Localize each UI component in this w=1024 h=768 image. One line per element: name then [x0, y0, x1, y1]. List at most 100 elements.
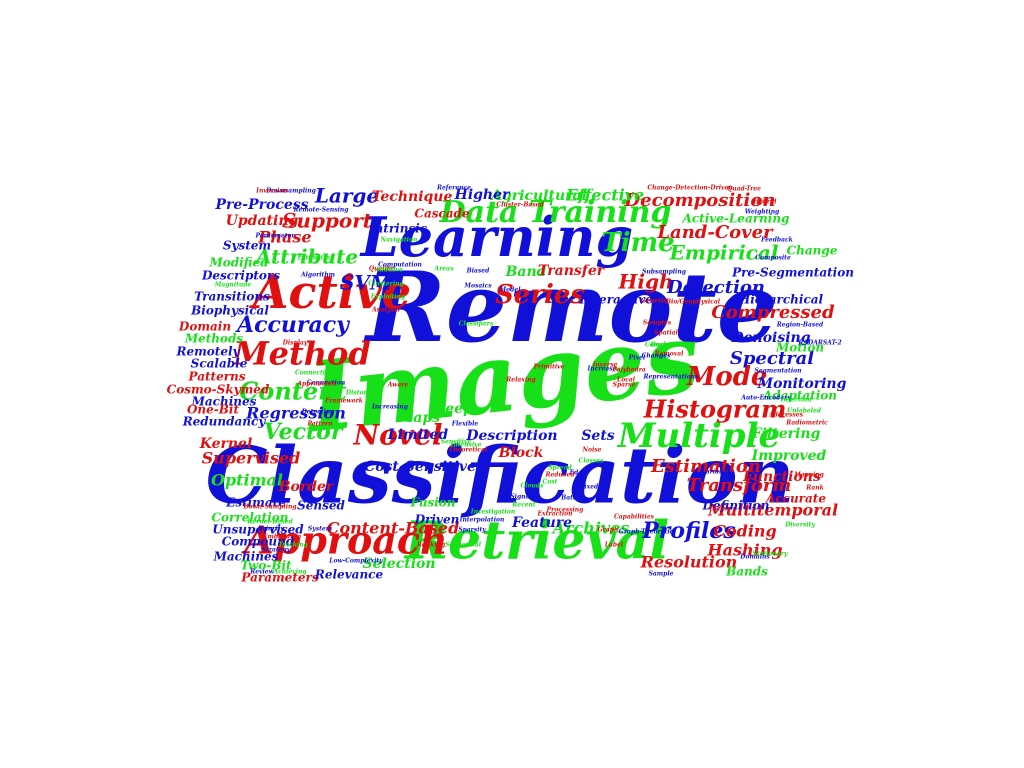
word-region-based: Region-Based — [776, 322, 824, 329]
word-domain: Domain — [178, 320, 231, 334]
word-diversity: Diversity — [784, 522, 815, 529]
word-interactive: Interactive — [578, 293, 653, 307]
word-profiles: Profiles — [641, 518, 736, 544]
word-multiple: Multiple — [617, 416, 780, 456]
word-aware: Aware — [387, 382, 409, 389]
word-driven: Driven — [414, 513, 460, 527]
word-polyhedra: Polyhedra — [611, 367, 646, 374]
word-pre-process: Pre-Process — [214, 197, 308, 213]
word-cascade: Cascade — [414, 207, 470, 221]
word-stationary: Stationary — [753, 551, 788, 558]
word-training: Training — [529, 195, 672, 230]
word-motion: Motion — [775, 341, 824, 355]
word-exploiting: Exploiting — [370, 294, 406, 301]
word-mode: Mode — [686, 362, 768, 392]
word-sequential: Sequential — [445, 542, 482, 549]
word-addresses: Addresses — [768, 412, 804, 419]
word-weighting: Weighting — [745, 209, 780, 216]
word-study: Study — [613, 367, 633, 374]
word-remote: Remote — [363, 251, 778, 364]
word-model: Model — [499, 287, 522, 294]
word-vector: Vector — [264, 419, 344, 445]
word-spectral: Spectral — [730, 348, 814, 369]
word-areas: Areas — [434, 266, 455, 273]
word-ranking: Ranking — [416, 542, 445, 549]
word-biased: Biased — [466, 268, 490, 275]
word-navigation: Navigation — [380, 237, 418, 244]
word-mixed: Mixed — [577, 484, 599, 491]
word-estimate: Estimate — [225, 496, 286, 510]
word-land-cover: Land-Cover — [656, 222, 774, 243]
word-transfer: Transfer — [538, 263, 606, 279]
word-graph-theoretic: Graph-Theoretic — [619, 529, 674, 536]
word-radiometric: Radiometric — [785, 420, 828, 427]
word-auto-encoders: Auto-Encoders — [740, 395, 791, 402]
word-correlation: Correlation — [212, 511, 289, 525]
word-estimation: Estimation — [650, 456, 761, 477]
word-intrinsic: Intrinsic — [368, 222, 428, 236]
word-parameters: Parameters — [240, 571, 318, 585]
word-mosaics: Mosaics — [463, 283, 492, 290]
word-functions: Functions — [742, 469, 821, 485]
word-spatial: Spatial — [654, 330, 678, 337]
word-band: Band — [505, 264, 547, 280]
word-supervised: Supervised — [202, 449, 301, 468]
word-hybrid: Hybrid — [753, 199, 778, 206]
word-regression: Regression — [245, 404, 346, 423]
word-decomposition: Decomposition — [624, 190, 776, 211]
word-system: System — [308, 526, 332, 533]
word-denoising: Denoising — [730, 330, 810, 346]
word-large: Large — [314, 184, 379, 208]
word-quality: Quality — [369, 266, 394, 273]
word-quad-tree: Quad-Tree — [727, 186, 761, 193]
word-definition: Definition — [702, 499, 770, 513]
word-time: Time — [601, 228, 674, 258]
word-classes: Classes — [579, 458, 605, 465]
word-algorithm: Algorithm — [300, 272, 335, 279]
word-label: Label — [604, 542, 624, 549]
word-changes: Changes — [642, 353, 671, 360]
word-representations: Representations — [643, 374, 700, 381]
word-histogram: Histogram — [643, 395, 787, 424]
word-sensitive: Sensitive — [441, 439, 472, 446]
word-unsupervised: Unsupervised — [212, 523, 304, 537]
word-spread: Spread — [548, 465, 572, 472]
word-one-bit: One-Bit — [187, 403, 239, 417]
word-noise: Noise — [582, 447, 602, 454]
word-edge: Edge — [569, 470, 587, 477]
word-approach: Approach — [241, 518, 447, 563]
word-novel: Novel — [353, 419, 443, 452]
word-feature: Feature — [511, 515, 572, 531]
word-graph: Graph — [598, 527, 619, 534]
word-biophysical: Biophysical — [190, 304, 269, 318]
word-flexible: Flexible — [451, 421, 479, 428]
word-high: High — [617, 270, 673, 294]
word-downsampling: Downsampling — [265, 188, 316, 195]
word-empirical: Empirical — [669, 241, 779, 265]
word-distortion: Distortion — [345, 390, 380, 397]
word-cost-sensitive: Cost-Sensitive — [364, 459, 476, 475]
word-content-based: Content-Based — [327, 519, 460, 538]
word-rank: Rank — [805, 485, 824, 492]
word-tracking: Tracking — [278, 542, 308, 549]
word-updating: Updating — [226, 213, 299, 229]
word-subsampling: Subsampling — [642, 269, 686, 276]
word-data: Data — [439, 195, 519, 230]
word-support: Support — [282, 209, 373, 233]
word-samples: Samples — [643, 320, 672, 327]
word-bio-geophysical: Bio/Geophysical — [665, 299, 721, 306]
word-cluster-based: Cluster-Based — [496, 202, 544, 209]
word-computational: Computational — [645, 342, 696, 349]
word-scalable: Scalable — [191, 357, 248, 371]
word-limited: Limited — [387, 427, 449, 443]
word-detecting: Detecting — [301, 409, 335, 416]
word-active-learning: Active-Learning — [682, 212, 790, 226]
word-pre-segmentation: Pre-Segmentation — [731, 266, 854, 280]
word-composite: Composite — [755, 255, 791, 262]
word-sensed: Sensed — [297, 499, 345, 513]
word-relaxing: Relaxing — [505, 377, 535, 384]
word-radarsat-2: RADARSAT-2 — [797, 340, 841, 347]
word-agricultural: Agricultural — [489, 188, 587, 204]
word-learning: Learning — [359, 205, 634, 269]
word-border: Border — [278, 479, 335, 495]
